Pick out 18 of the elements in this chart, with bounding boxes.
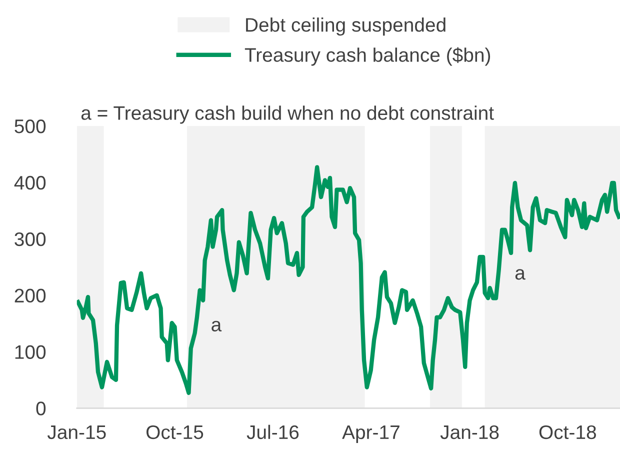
y-tick-label: 500 (14, 119, 46, 134)
legend-label: Treasury cash balance ($bn) (244, 47, 490, 66)
text: a = Treasury cash build when no debt constraint (81, 106, 494, 124)
y-tick-label: 0 (36, 402, 46, 416)
x-tick-label: Jan-15 (47, 426, 106, 440)
x-tick-label: Apr-17 (342, 426, 400, 443)
x-tick-label: Oct-18 (539, 425, 596, 440)
annotation: a (212, 320, 222, 332)
x-tick-label: Jul-16 (246, 424, 299, 440)
x-tick-label: Jan-18 (440, 425, 499, 440)
y-tick-label: 100 (15, 345, 46, 359)
y-tick-label: 200 (14, 288, 46, 303)
annotation: a (515, 269, 526, 280)
y-tick-label: 300 (14, 232, 46, 246)
x-tick-label: Oct-15 (146, 425, 204, 440)
legend-label: Debt ceiling suspended (246, 18, 446, 36)
y-tick-label: 400 (14, 176, 46, 190)
line-series (76, 165, 620, 395)
